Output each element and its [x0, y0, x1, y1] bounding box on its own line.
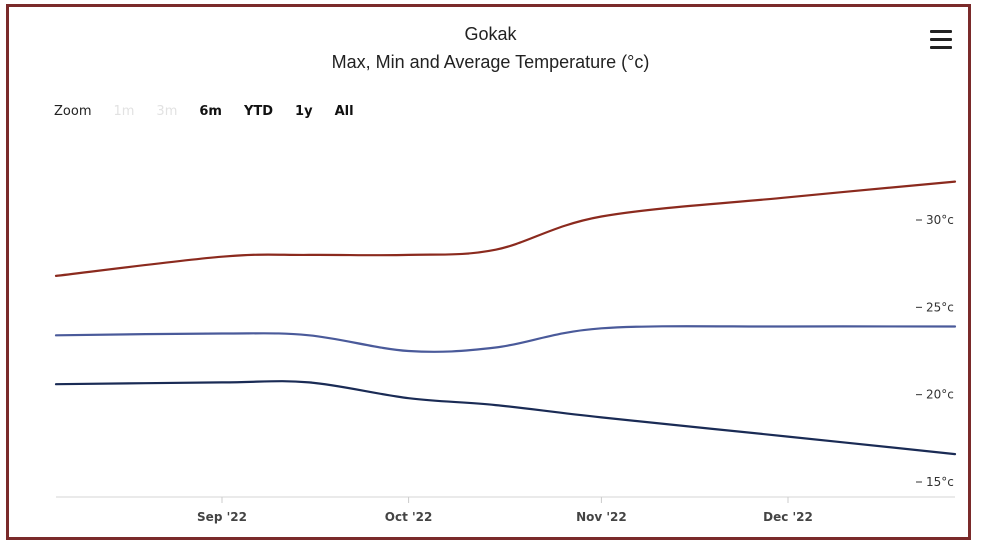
x-tick-label: Nov '22 — [576, 510, 627, 524]
x-tick-label: Dec '22 — [763, 510, 813, 524]
series-line-min — [56, 381, 955, 454]
y-tick-label: 25°c — [926, 300, 954, 314]
y-tick-label: 30°c — [926, 213, 954, 227]
series-line-max — [56, 182, 955, 276]
y-tick-label: 15°c — [926, 475, 954, 489]
y-tick-label: 20°c — [926, 388, 954, 402]
x-tick-label: Oct '22 — [385, 510, 433, 524]
series-line-average — [56, 326, 955, 352]
x-tick-label: Sep '22 — [197, 510, 247, 524]
